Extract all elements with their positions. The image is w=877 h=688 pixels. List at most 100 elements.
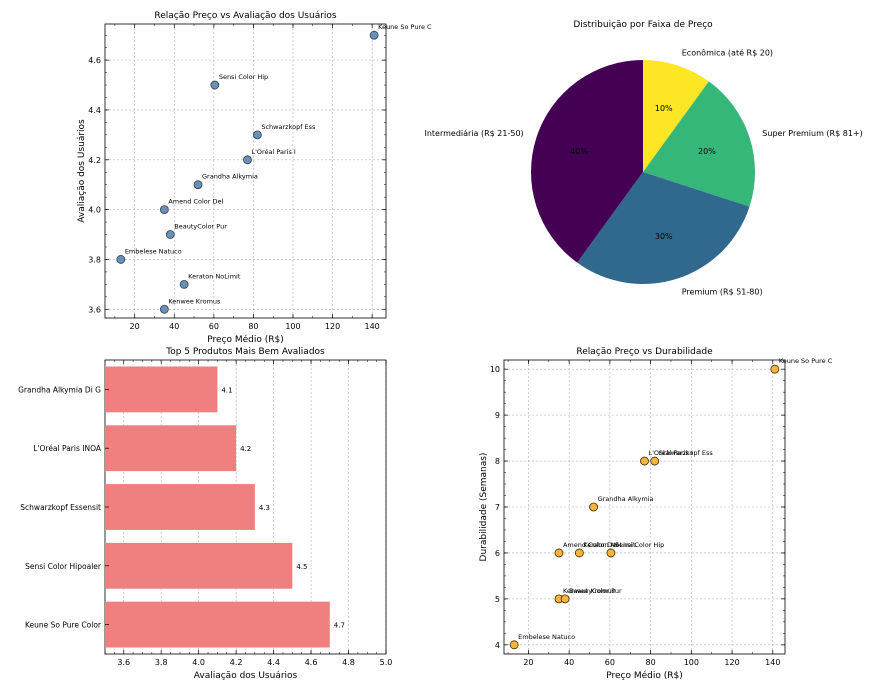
- point-label: BeautyColor Pur: [174, 223, 227, 231]
- point-label: Schwarzkopf Ess: [261, 123, 316, 131]
- data-point: [589, 502, 598, 512]
- pie-price-range-panel: Distribuição por Faixa de Preço 10% Econôm…: [424, 20, 862, 296]
- point-label: Amend Color Del: [563, 541, 618, 549]
- y-tick-label: 8: [495, 457, 500, 466]
- point-label: Grandha Alkymia: [202, 173, 258, 181]
- pie-slice: [643, 60, 709, 172]
- y-tick-label: 7: [495, 503, 500, 512]
- point-label: Sensi Color Hip: [219, 73, 268, 81]
- slice-category-label: Econômica (até R$ 20): [682, 48, 773, 58]
- y-tick-label: 6: [495, 549, 500, 558]
- data-point: [252, 130, 262, 140]
- x-tick-label: 40: [169, 322, 179, 331]
- y-tick-label: 4.0: [88, 206, 101, 215]
- y-tick-label: 3.6: [88, 305, 101, 314]
- pie-slice: [577, 172, 750, 285]
- data-point: [770, 364, 780, 374]
- x-tick-label: 20: [523, 658, 533, 667]
- data-point: [509, 640, 519, 650]
- point-label: Keraton NoLimit: [583, 541, 636, 549]
- data-point: [574, 548, 584, 558]
- data-point: [650, 456, 660, 466]
- x-tick-label: 140: [365, 322, 380, 331]
- slice-category-label: Premium (R$ 51-80): [682, 287, 763, 296]
- y-tick-label: 3.8: [88, 255, 101, 264]
- point-label: Amend Color Del: [168, 198, 223, 206]
- data-point: [179, 279, 189, 289]
- x-tick-label: 4.0: [192, 658, 205, 667]
- axes-frame: [104, 23, 387, 319]
- chart-title: Relação Preço vs Avaliação dos Usuários: [154, 11, 337, 21]
- chart-title: Top 5 Produtos Mais Bem Avaliados: [165, 347, 325, 357]
- data-point: [560, 594, 570, 604]
- bar: [105, 542, 293, 589]
- y-axis-label: Avaliação dos Usuários: [77, 119, 87, 223]
- bar-value-label: 4.1: [221, 386, 232, 394]
- data-point: [116, 255, 126, 264]
- x-tick-label: 120: [724, 658, 739, 667]
- category-label: Schwarzkopf Essensit: [20, 503, 101, 512]
- point-label: L'Oréal Paris I: [649, 449, 693, 457]
- top5-bar-panel: 3.6 3.8 4.0 4.2 4.4 4.6 4.8 5.0 Top 5 Produtos M…: [18, 347, 392, 681]
- data-point: [554, 548, 564, 558]
- y-tick-label: 4.2: [88, 156, 101, 165]
- x-tick-label: 100: [285, 322, 300, 331]
- data-point: [165, 230, 175, 239]
- slice-percent-label: 20%: [698, 147, 716, 156]
- data-point: [369, 30, 379, 40]
- bar-value-label: 4.7: [334, 622, 345, 630]
- scatter-price-durability-panel: 20 40 60 80 100 120 140 4 5 6 7 8 9 10 Relação Preço v…: [479, 347, 833, 681]
- bar-value-label: 4.5: [296, 563, 307, 571]
- point-label: Keune So Pure C: [378, 23, 432, 31]
- data-point: [243, 155, 252, 165]
- x-axis-label: Preço Médio (R$): [207, 334, 284, 345]
- x-axis-label: Preço Médio (R$): [606, 670, 683, 681]
- point-label: Sensi Color Hip: [615, 541, 664, 549]
- x-tick-label: 80: [248, 322, 258, 331]
- point-label: Embelese Natuco: [518, 633, 575, 641]
- category-label: L'Oréal Paris INOA: [33, 444, 102, 453]
- pie-slice: [531, 60, 643, 263]
- x-tick-label: 60: [605, 658, 615, 667]
- y-tick-label: 9: [495, 411, 500, 420]
- point-label: BeautyColor Pur: [569, 587, 622, 595]
- bar: [105, 366, 218, 413]
- bar: [105, 484, 255, 530]
- data-point: [606, 548, 616, 558]
- data-point: [193, 180, 203, 190]
- point-label: Embelese Natuco: [125, 247, 182, 255]
- category-label: Grandha Alkymia Di G: [18, 385, 101, 394]
- point-label: Keune So Pure C: [779, 357, 833, 365]
- x-tick-label: 20: [130, 322, 140, 331]
- x-tick-label: 60: [209, 322, 219, 331]
- category-label: Sensi Color Hipoaler: [25, 562, 102, 571]
- chart-title: Relação Preço vs Durabilidade: [576, 347, 713, 357]
- point-label: L'Oréal Paris I: [251, 148, 295, 156]
- point-label: Keraton NoLimit: [188, 272, 241, 280]
- pie-slice: [643, 81, 755, 207]
- point-label: Kenwee Kromus: [563, 587, 616, 595]
- x-tick-label: 4.6: [305, 658, 318, 667]
- slice-percent-label: 10%: [655, 104, 673, 113]
- point-label: Schwarzkopf Ess: [659, 449, 714, 457]
- y-tick-label: 10: [490, 365, 500, 374]
- point-label: Grandha Alkymia: [598, 495, 654, 503]
- x-tick-label: 80: [646, 658, 656, 667]
- x-tick-label: 40: [564, 658, 574, 667]
- bar: [105, 601, 330, 648]
- data-point: [640, 456, 649, 466]
- x-axis-label: Avaliação dos Usuários: [194, 671, 298, 681]
- y-axis-label: Durabilidade (Semanas): [479, 453, 489, 562]
- bar-value-label: 4.2: [240, 445, 251, 453]
- x-tick-label: 3.6: [117, 658, 130, 667]
- x-tick-label: 140: [765, 658, 780, 667]
- slice-category-label: Intermediária (R$ 21-50): [424, 129, 523, 138]
- chart-title: Distribuição por Faixa de Preço: [573, 20, 713, 30]
- bar: [105, 425, 237, 472]
- point-label: Kenwee Kromus: [168, 297, 221, 305]
- slice-percent-label: 30%: [655, 232, 673, 241]
- y-tick-label: 4: [495, 641, 500, 650]
- slice-percent-label: 40%: [570, 147, 588, 156]
- data-point: [159, 205, 169, 215]
